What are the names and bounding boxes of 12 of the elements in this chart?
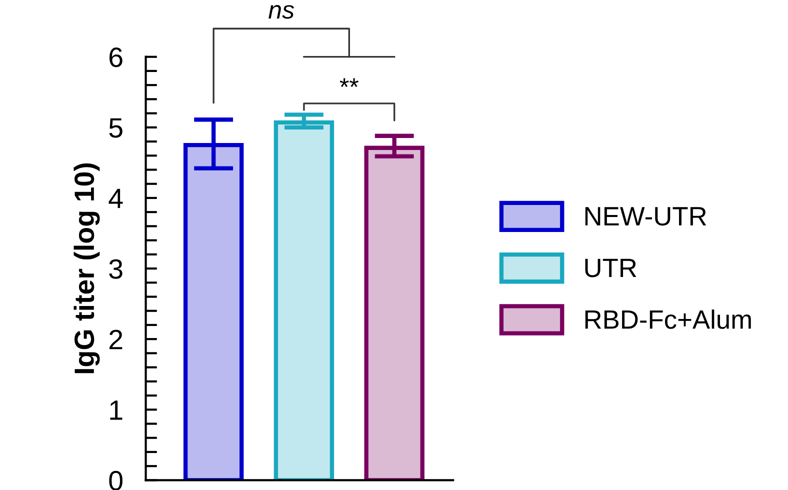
y-tick-label: 2: [110, 330, 122, 350]
annotation: **: [340, 78, 358, 87]
y-axis-title: IgG titer (log 10): [74, 163, 100, 374]
text: ns: [268, 5, 294, 19]
legend-label: NEW-UTR: [585, 207, 706, 226]
y-tick-label: 5: [109, 118, 122, 138]
legend-label: RBD-Fc+Alum: [585, 310, 751, 329]
y-tick-label: 6: [110, 48, 122, 68]
y-tick-label: 3: [109, 259, 122, 279]
y-tick-label: 1: [110, 400, 122, 420]
y-tick-label: 4: [108, 188, 123, 208]
legend-label: UTR: [585, 258, 636, 278]
